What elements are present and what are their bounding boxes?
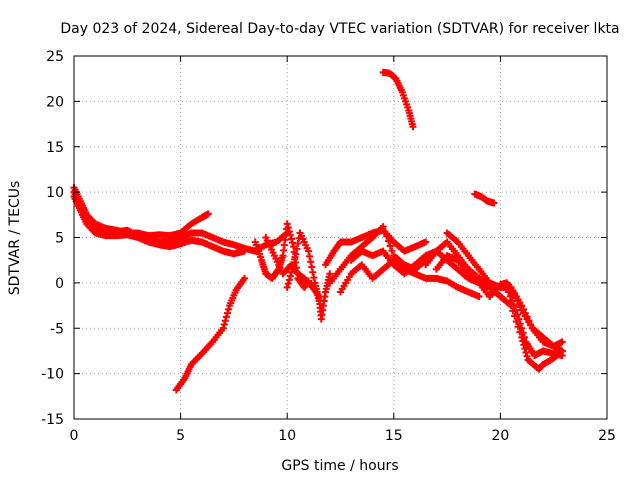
- y-tick-label: 5: [55, 231, 64, 247]
- data-point: [510, 302, 518, 310]
- data-point: [379, 223, 387, 231]
- data-point: [285, 276, 293, 284]
- x-tick-label: 20: [491, 428, 509, 444]
- series-track-o: [486, 279, 566, 355]
- data-point: [490, 199, 498, 207]
- data-point: [518, 324, 526, 332]
- x-tick-label: 10: [278, 428, 296, 444]
- x-tick-label: 5: [176, 428, 185, 444]
- data-point: [284, 280, 292, 288]
- series-track-r: [379, 68, 417, 131]
- data-point: [307, 258, 315, 266]
- data-point: [508, 297, 516, 305]
- data-point: [386, 242, 394, 250]
- data-point: [308, 263, 316, 271]
- y-tick-label: 15: [46, 140, 64, 156]
- data-point: [204, 210, 212, 218]
- y-axis-label: SDTVAR / TECUs: [7, 181, 23, 296]
- y-tick-label: -10: [41, 367, 64, 383]
- data-point: [513, 311, 521, 319]
- data-point: [516, 320, 524, 328]
- data-point: [315, 297, 323, 305]
- data-point: [503, 283, 511, 291]
- data-point: [241, 247, 249, 255]
- series-track-s: [471, 190, 498, 207]
- data-point: [558, 338, 566, 346]
- data-point: [523, 352, 531, 360]
- y-tick-label: 0: [55, 276, 64, 292]
- data-point: [285, 227, 293, 235]
- data-point: [310, 274, 318, 282]
- data-point: [283, 220, 291, 228]
- data-point: [283, 283, 291, 291]
- data-point: [309, 268, 317, 276]
- data-point: [241, 274, 249, 282]
- y-tick-label: -15: [41, 412, 64, 428]
- y-tick-label: -5: [50, 321, 64, 337]
- data-point: [409, 123, 417, 131]
- series-track-g: [283, 229, 323, 305]
- data-point: [219, 324, 227, 332]
- data-point: [293, 245, 301, 253]
- y-tick-label: 25: [46, 49, 64, 65]
- chart-title: Day 023 of 2024, Sidereal Day-to-day VTE…: [60, 21, 619, 37]
- x-tick-label: 0: [70, 428, 79, 444]
- data-point: [522, 348, 530, 356]
- data-point: [305, 247, 313, 255]
- data-point: [221, 317, 229, 325]
- y-tick-label: 20: [46, 94, 64, 110]
- data-point: [515, 315, 523, 323]
- data-point: [220, 320, 228, 328]
- data-point: [381, 227, 389, 235]
- data-point: [326, 270, 334, 278]
- data-point: [506, 292, 514, 300]
- x-axis-label: GPS time / hours: [281, 458, 398, 474]
- data-point: [306, 252, 314, 260]
- data-point: [284, 224, 292, 232]
- data-point: [287, 235, 295, 243]
- data-point: [287, 268, 295, 276]
- data-point: [512, 306, 520, 314]
- data-point: [291, 255, 299, 263]
- data-point: [505, 288, 513, 296]
- data-point: [422, 238, 430, 246]
- x-tick-label: 25: [598, 428, 616, 444]
- series-track-p: [496, 292, 566, 373]
- data-points: [70, 68, 566, 394]
- series-track-d: [172, 274, 249, 394]
- data-point: [475, 292, 483, 300]
- data-point: [388, 247, 396, 255]
- data-point: [222, 313, 230, 321]
- series-track-q: [503, 283, 566, 359]
- series-track-c: [70, 193, 249, 258]
- data-point: [558, 351, 566, 359]
- data-point: [383, 232, 391, 240]
- data-point: [292, 250, 300, 258]
- data-point: [519, 329, 527, 337]
- data-point: [294, 240, 302, 248]
- data-point: [286, 231, 294, 239]
- data-point: [225, 305, 233, 313]
- data-point: [290, 261, 298, 269]
- y-tick-label: 10: [46, 185, 64, 201]
- axes-ticks: 0 5 10 15 20 25 -15 -10 -5 0 5 10 15 20 25: [41, 49, 616, 444]
- data-point: [286, 272, 294, 280]
- data-point: [521, 333, 529, 341]
- data-point: [384, 237, 392, 245]
- data-point: [224, 309, 232, 317]
- x-tick-label: 15: [385, 428, 403, 444]
- data-point: [289, 265, 297, 273]
